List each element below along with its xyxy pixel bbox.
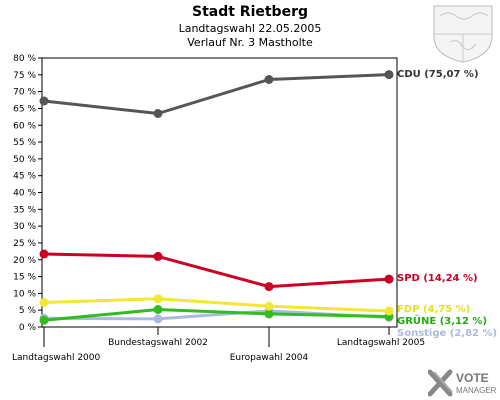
series-end-label: Sonstige (2,82 %) [397,328,497,339]
data-point [384,306,394,316]
y-tick-label: 15 % [13,273,36,283]
votemanager-logo: VOTE MANAGER [428,369,497,397]
series-end-label: GRÜNE (3,12 %) [397,313,487,327]
y-tick-label: 25 % [13,239,36,249]
logo-line-2: MANAGER [456,386,497,395]
y-tick-label: 70 % [13,88,36,98]
series-line-grne [43,308,390,322]
data-point [153,294,163,304]
data-point [153,109,163,118]
chart-subtitle-2: Verlauf Nr. 3 Mastholte [187,36,313,49]
x-tick-label: Landtagswahl 2000 [12,353,101,363]
y-tick-label: 20 % [13,256,36,266]
y-tick-label: 5 % [19,306,37,316]
series-line-spd [43,252,390,289]
logo-line-1: VOTE [456,371,489,385]
chart-subtitle: Landtagswahl 22.05.2005 [178,22,322,35]
y-tick-label: 75 % [13,71,36,81]
series-line-fdp [43,297,390,313]
y-tick-label: 65 % [13,104,36,114]
y-tick-label: 10 % [13,289,36,299]
y-tick-label: 60 % [13,121,36,131]
data-point [39,96,49,106]
plot-area [41,57,398,328]
data-point [153,251,163,261]
data-point [264,75,274,84]
data-point [264,309,274,319]
series-end-label: FDP (4,75 %) [397,304,470,315]
y-tick-label: 40 % [13,189,36,199]
series-end-label: SPD (14,24 %) [397,273,478,284]
series-end-label: CDU (75,07 %) [397,69,479,80]
y-tick-label: 0 % [19,323,37,333]
data-point [39,315,49,325]
x-tick-label: Bundestagswahl 2002 [108,338,208,348]
y-tick-label: 45 % [13,172,36,182]
data-point [39,298,49,307]
y-tick-label: 80 % [13,54,36,64]
y-tick-label: 55 % [13,138,36,148]
data-point [153,305,163,314]
nrw-coat-of-arms-icon [433,5,493,63]
data-point [384,70,394,80]
x-tick-label: Landtagswahl 2005 [337,338,425,348]
data-point [264,282,274,292]
x-mark-icon [428,369,453,397]
data-point [264,301,274,311]
data-point [39,249,49,259]
y-tick-label: 35 % [13,205,36,215]
data-point [153,314,163,324]
series-line-cdu [43,73,390,115]
data-point [384,274,394,284]
x-tick-label: Europawahl 2004 [230,353,309,363]
chart-title: Stadt Rietberg [191,4,309,20]
y-tick-label: 50 % [13,155,36,165]
y-tick-label: 30 % [13,222,36,232]
